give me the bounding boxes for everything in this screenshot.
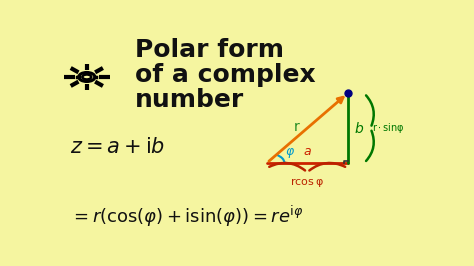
Text: $b$: $b$ (354, 121, 365, 136)
Text: $\mathsf{r \cdot sin\varphi}$: $\mathsf{r \cdot sin\varphi}$ (372, 121, 405, 135)
Text: $a$: $a$ (303, 145, 311, 158)
Text: Polar form
of a complex
number: Polar form of a complex number (135, 38, 315, 112)
Text: $\varphi$: $\varphi$ (285, 146, 295, 160)
Text: $\mathsf{r\cos\varphi}$: $\mathsf{r\cos\varphi}$ (290, 176, 324, 189)
Text: $= r(\cos(\varphi) + \mathrm{i}\sin(\varphi)) = re^{\mathrm{i}\varphi}$: $= r(\cos(\varphi) + \mathrm{i}\sin(\var… (70, 204, 304, 229)
Text: $\mathsf{r}$: $\mathsf{r}$ (293, 119, 301, 134)
Text: $z = a + \mathrm{i}b$: $z = a + \mathrm{i}b$ (70, 137, 165, 157)
